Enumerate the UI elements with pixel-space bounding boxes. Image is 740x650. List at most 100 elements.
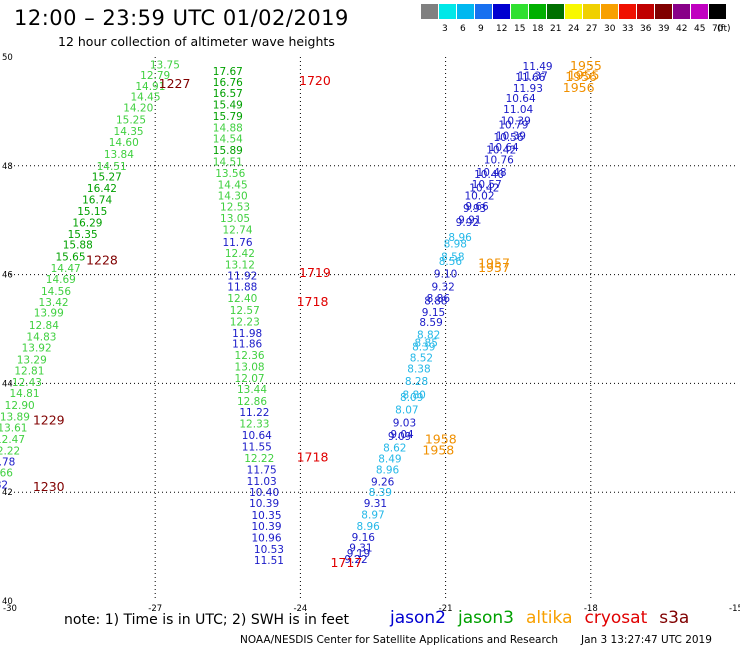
wave-height-label: 9.26 [371, 476, 395, 488]
wave-height-label: 12.79 [140, 70, 170, 82]
footnote: note: 1) Time is in UTC; 2) SWH is in fe… [64, 612, 350, 628]
wave-height-label: 13.08 [235, 362, 265, 374]
wave-height-label: 14.81 [9, 388, 39, 400]
x-tick-label: -30 [3, 604, 17, 614]
wave-height-label: 9.32 [431, 282, 454, 294]
wave-height-label: 14.69 [46, 274, 76, 286]
wave-height-label: 9.15 [422, 307, 445, 319]
wave-height-label: 8.56 [439, 256, 463, 268]
wave-height-label: 10.96 [251, 532, 281, 544]
wave-height-label: 8.96 [376, 464, 400, 476]
wave-height-label: 12.81 [14, 365, 44, 377]
wave-height-label: 8.28 [405, 376, 428, 388]
wave-height-label: 11.82 [0, 480, 8, 492]
legend-altika: altika [526, 608, 573, 628]
pass-time-label: 1229 [33, 412, 65, 427]
scale-swatch [619, 4, 636, 19]
scale-label: 42 [676, 24, 688, 34]
wave-height-label: 10.56 [493, 132, 523, 144]
scale-swatch [565, 4, 582, 19]
wave-height-label: 9.16 [352, 532, 376, 544]
legend-jason2: jason2 [390, 608, 446, 628]
wave-height-label: 14.91 [135, 81, 165, 93]
legend-cryosat: cryosat [584, 608, 648, 628]
wave-height-label: 8.97 [361, 510, 384, 522]
satellite-legend: jason2 jason3 altika cryosat s3a [390, 608, 701, 628]
scale-swatch [547, 4, 564, 19]
wave-height-label: 10.39 [251, 521, 281, 533]
y-tick-label: 40 [2, 597, 13, 607]
wave-height-label: 15.27 [92, 172, 122, 184]
wave-height-label: 9.66 [465, 201, 489, 213]
y-tick-label: 46 [2, 271, 13, 281]
scale-label: 27 [586, 24, 598, 34]
wave-height-label: 10.48 [477, 167, 507, 179]
pass-time-label: 1958 [425, 431, 457, 446]
wave-height-label: 10.35 [251, 510, 281, 522]
scale-label: 24 [568, 24, 580, 34]
wave-height-label: 8.38 [407, 364, 430, 376]
scale-label: 45 [694, 24, 706, 34]
scale-swatch [655, 4, 672, 19]
wave-height-label: 12.07 [235, 373, 265, 385]
scale-swatch [493, 4, 510, 19]
wave-height-label: 12.40 [227, 293, 257, 305]
wave-height-label: 10.64 [506, 93, 536, 105]
wave-height-label: 12.57 [230, 305, 260, 317]
wave-height-label: 8.98 [444, 239, 467, 251]
wave-height-label: 11.86 [232, 339, 262, 351]
wave-height-label: 15.49 [213, 99, 243, 111]
wave-height-label: 14.88 [213, 123, 243, 135]
wave-height-label: 9.22 [344, 554, 367, 566]
y-tick-label: 48 [2, 162, 13, 172]
wave-height-label: 9.03 [393, 418, 416, 430]
wave-height-label: 9.09 [388, 431, 411, 443]
wave-height-label: 10.39 [496, 130, 526, 142]
wave-height-label: 10.39 [249, 498, 279, 510]
wave-height-label: 13.44 [237, 384, 267, 396]
wave-height-label: 14.51 [97, 161, 127, 173]
wave-height-label: 16.76 [213, 77, 243, 89]
pass-time-label: 1956 [563, 80, 595, 95]
scale-swatch [601, 4, 618, 19]
wave-height-label: 12.22 [244, 453, 274, 465]
wave-height-label: 13.84 [104, 149, 134, 161]
pass-time-label: 1718 [297, 294, 329, 309]
scale-label: 39 [658, 24, 670, 34]
wave-height-label: 11.04 [503, 104, 533, 116]
wave-height-label: 13.61 [0, 422, 27, 434]
wave-height-label: 14.51 [213, 156, 243, 168]
generated-timestamp: Jan 3 13:27:47 UTC 2019 [581, 634, 712, 646]
scale-swatch [709, 4, 726, 19]
scale-label: 6 [460, 24, 466, 34]
wave-height-label: 13.92 [22, 342, 52, 354]
scale-swatch [583, 4, 600, 19]
wave-height-label: 10.40 [474, 169, 504, 181]
wave-height-label: 10.76 [484, 154, 514, 166]
scale-label: 15 [514, 24, 526, 34]
scale-label: 18 [532, 24, 544, 34]
wave-height-label: 14.45 [218, 179, 248, 191]
pass-time-label: 1955 [568, 67, 600, 82]
pass-time-label: 1230 [33, 479, 65, 494]
chart-title: 12:00 – 23:59 UTC 01/02/2019 [14, 6, 349, 30]
x-tick-label: -21 [439, 604, 453, 614]
wave-height-label: 12.43 [12, 377, 42, 389]
scale-swatch [637, 4, 654, 19]
wave-height-label: 13.29 [17, 354, 47, 366]
wave-height-label: 15.89 [213, 145, 243, 157]
scale-swatch [691, 4, 708, 19]
pass-time-label: 1956 [565, 69, 597, 84]
wave-height-label: 12.47 [0, 434, 25, 446]
wave-height-label: 8.88 [424, 296, 447, 308]
wave-height-label: 8.52 [410, 352, 433, 364]
pass-time-label: 1958 [422, 442, 454, 457]
wave-height-label: 14.30 [218, 191, 248, 203]
scale-label: 9 [478, 24, 484, 34]
wave-height-label: 11.88 [227, 282, 257, 294]
wave-height-label: 13.05 [220, 213, 250, 225]
wave-height-label: 9.91 [458, 215, 481, 227]
wave-height-label: 10.53 [254, 544, 284, 556]
wave-height-label: 15.35 [68, 229, 98, 241]
wave-height-label: 11.03 [247, 476, 277, 488]
